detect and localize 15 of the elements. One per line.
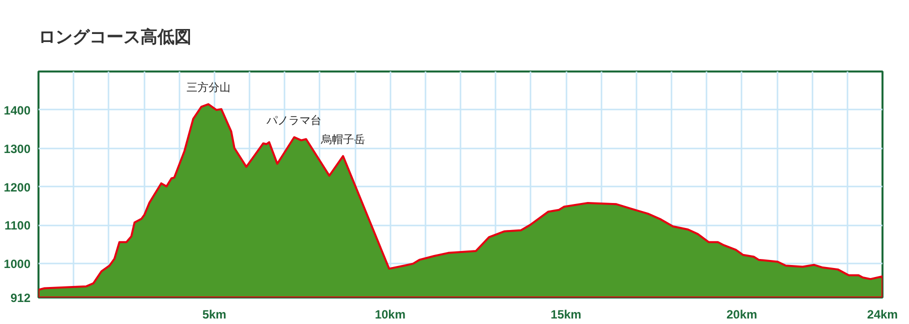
x-tick-label: 10km xyxy=(374,308,406,322)
chart-title: ロングコース高低図 xyxy=(38,28,192,46)
y-tick-label: 1100 xyxy=(4,218,31,233)
x-tick-label: 20km xyxy=(726,308,758,322)
y-tick-label: 1000 xyxy=(4,257,31,272)
x-tick-label: 15km xyxy=(550,308,582,322)
annotation: 烏帽子岳 xyxy=(320,133,366,146)
x-tick-label: 5km xyxy=(202,308,226,322)
x-tick-label: 24km xyxy=(867,308,898,322)
y-tick-label: 1300 xyxy=(4,142,31,156)
annotation: パノラマ台 xyxy=(266,114,322,128)
y-tick-label: 1400 xyxy=(4,103,31,118)
annotation: 三方分山 xyxy=(186,81,230,94)
y-tick-label: 1200 xyxy=(4,180,31,194)
y-tick-label: 912 xyxy=(10,291,31,305)
